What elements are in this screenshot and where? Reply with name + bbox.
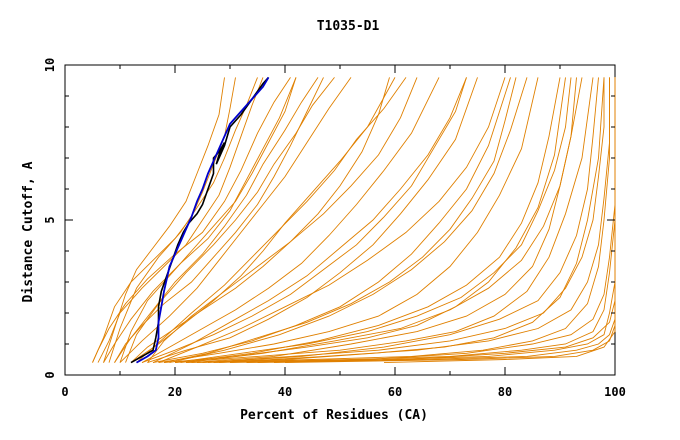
y-tick-label-0: 0 bbox=[43, 371, 57, 378]
y-tick-label-10: 10 bbox=[43, 58, 57, 72]
series-line-22 bbox=[169, 77, 528, 364]
series-line-34 bbox=[103, 77, 225, 363]
series-line-37 bbox=[158, 77, 506, 364]
x-tick-label-80: 80 bbox=[498, 385, 512, 399]
series-line-29 bbox=[130, 77, 390, 363]
series-line-15 bbox=[257, 77, 616, 364]
series-line-5 bbox=[141, 77, 440, 363]
series-line-33 bbox=[202, 77, 605, 364]
y-tick-label-5: 5 bbox=[43, 216, 57, 223]
series-line-18 bbox=[108, 77, 258, 363]
tick-layer: 0 20 40 60 80 100 0 5 10 bbox=[43, 58, 626, 399]
series-line-40 bbox=[246, 77, 616, 364]
series-line-8 bbox=[158, 77, 539, 364]
series-line-25 bbox=[207, 77, 599, 364]
series-line-3 bbox=[119, 77, 352, 363]
series-line-0 bbox=[92, 77, 291, 363]
x-axis-label: Percent of Residues (CA) bbox=[240, 408, 428, 423]
series-line-6 bbox=[147, 77, 478, 364]
series-line-30 bbox=[141, 77, 467, 364]
series-line-2 bbox=[114, 77, 319, 363]
y-axis-label: Distance Cutoff, A bbox=[21, 161, 36, 302]
series-line-26 bbox=[92, 77, 236, 363]
series-line-blue bbox=[136, 76, 270, 364]
series-line-4 bbox=[130, 77, 396, 363]
x-tick-label-0: 0 bbox=[61, 385, 68, 399]
series-line-35 bbox=[119, 77, 297, 363]
series-line-19 bbox=[125, 77, 335, 363]
series-line-10 bbox=[174, 77, 594, 364]
series-line-27 bbox=[97, 77, 264, 363]
series-line-24 bbox=[191, 77, 577, 364]
series-line-13 bbox=[213, 77, 616, 364]
series-line-39 bbox=[218, 77, 610, 364]
x-tick-label-60: 60 bbox=[388, 385, 402, 399]
series-layer bbox=[92, 76, 616, 364]
x-tick-label-100: 100 bbox=[604, 385, 626, 399]
x-tick-label-40: 40 bbox=[278, 385, 292, 399]
x-tick-label-20: 20 bbox=[168, 385, 182, 399]
series-line-31 bbox=[163, 77, 517, 364]
series-line-12 bbox=[196, 77, 610, 364]
series-line-1 bbox=[103, 77, 297, 363]
series-line-36 bbox=[147, 77, 418, 363]
series-line-32 bbox=[174, 77, 572, 364]
series-line-38 bbox=[185, 77, 583, 364]
series-line-21 bbox=[152, 77, 467, 364]
chart-title: T1035-D1 bbox=[317, 19, 380, 34]
series-line-20 bbox=[136, 77, 407, 363]
series-line-23 bbox=[180, 77, 561, 364]
series-line-28 bbox=[114, 77, 324, 363]
series-line-black bbox=[130, 76, 270, 364]
series-line-41 bbox=[273, 77, 616, 364]
